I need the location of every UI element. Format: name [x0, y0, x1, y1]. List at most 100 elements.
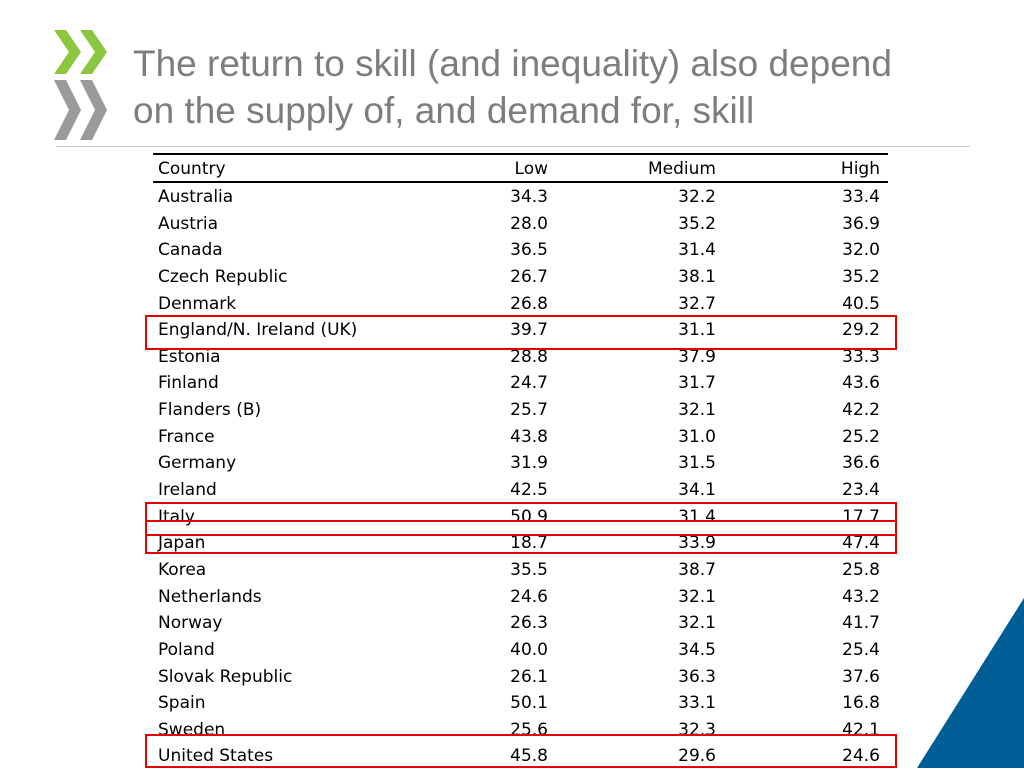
high-cell: 36.6 — [842, 453, 880, 474]
medium-cell: 33.1 — [678, 693, 716, 714]
table-row: Germany 31.9 31.5 36.6 — [153, 449, 888, 476]
low-cell: 42.5 — [510, 480, 548, 501]
highlight-box-united-states — [145, 734, 897, 768]
low-cell: 24.6 — [510, 586, 548, 607]
table-row: France 43.8 31.0 25.2 — [153, 423, 888, 450]
high-cell: 47.4 — [842, 533, 880, 554]
high-cell: 33.3 — [842, 346, 880, 367]
country-cell: Denmark — [158, 293, 237, 314]
highlight-box-england — [145, 315, 897, 350]
country-cell: Germany — [158, 453, 237, 474]
low-cell: 26.3 — [510, 613, 548, 634]
medium-cell: 31.7 — [678, 373, 716, 394]
high-cell: 23.4 — [842, 480, 880, 501]
country-cell: Netherlands — [158, 586, 262, 607]
country-cell: Norway — [158, 613, 223, 634]
table-body: Australia 34.3 32.2 33.4 Austria 28.0 35.2 36.9… — [153, 183, 888, 769]
table-row: England/N. Ireland (UK) 39.7 31.1 29.2 — [153, 316, 888, 343]
highlight-box-italy — [145, 502, 897, 536]
low-cell: 31.9 — [510, 453, 548, 474]
slide-title: The return to skill (and inequality) als… — [133, 40, 993, 134]
low-cell: 24.7 — [510, 373, 548, 394]
slide-title-line-1: The return to skill (and inequality) als… — [133, 43, 892, 84]
high-cell: 40.5 — [842, 293, 880, 314]
header-medium: Medium — [648, 159, 716, 179]
medium-cell: 29.6 — [678, 746, 716, 767]
table-row: United States 45.8 29.6 24.6 — [153, 742, 888, 769]
high-cell: 43.2 — [842, 586, 880, 607]
table-header-row: Country Low Medium High — [153, 155, 888, 183]
low-cell: 28.0 — [510, 213, 548, 234]
country-cell: Flanders (B) — [158, 400, 262, 421]
medium-cell: 32.1 — [678, 613, 716, 634]
high-cell: 16.8 — [842, 693, 880, 714]
low-cell: 25.7 — [510, 400, 548, 421]
high-cell: 29.2 — [842, 320, 880, 341]
table-row: Flanders (B) 25.7 32.1 42.2 — [153, 396, 888, 423]
country-cell: Canada — [158, 240, 223, 261]
country-cell: Korea — [158, 559, 207, 580]
high-cell: 32.0 — [842, 240, 880, 261]
country-cell: Poland — [158, 639, 215, 660]
low-cell: 28.8 — [510, 346, 548, 367]
country-cell: United States — [158, 746, 274, 767]
table-row: Ireland 42.5 34.1 23.4 — [153, 476, 888, 503]
table-row: Norway 26.3 32.1 41.7 — [153, 609, 888, 636]
country-cell: France — [158, 426, 215, 447]
low-cell: 35.5 — [510, 559, 548, 580]
low-cell: 36.5 — [510, 240, 548, 261]
medium-cell: 32.1 — [678, 400, 716, 421]
header-country: Country — [158, 159, 226, 179]
high-cell: 36.9 — [842, 213, 880, 234]
low-cell: 50.1 — [510, 693, 548, 714]
high-cell: 25.8 — [842, 559, 880, 580]
table-row: Japan 18.7 33.9 47.4 — [153, 529, 888, 556]
country-cell: Australia — [158, 187, 234, 207]
slide-title-line-2: on the supply of, and demand for, skill — [133, 90, 755, 131]
medium-cell: 37.9 — [678, 346, 716, 367]
medium-cell: 38.1 — [678, 266, 716, 287]
table-row: Australia 34.3 32.2 33.4 — [153, 183, 888, 210]
high-cell: 24.6 — [842, 746, 880, 767]
table-row: Spain 50.1 33.1 16.8 — [153, 689, 888, 716]
medium-cell: 32.1 — [678, 586, 716, 607]
medium-cell: 35.2 — [678, 213, 716, 234]
table-row: Austria 28.0 35.2 36.9 — [153, 210, 888, 237]
medium-cell: 32.2 — [678, 187, 716, 207]
country-cell: Japan — [158, 533, 206, 554]
oecd-chevron-logo-icon — [54, 30, 107, 140]
table-row: Netherlands 24.6 32.1 43.2 — [153, 583, 888, 610]
country-cell: Czech Republic — [158, 266, 288, 287]
title-divider — [56, 146, 970, 147]
high-cell: 25.2 — [842, 426, 880, 447]
medium-cell: 34.1 — [678, 480, 716, 501]
medium-cell: 36.3 — [678, 666, 716, 687]
table-row: Finland 24.7 31.7 43.6 — [153, 369, 888, 396]
high-cell: 25.4 — [842, 639, 880, 660]
table-row: Slovak Republic 26.1 36.3 37.6 — [153, 663, 888, 690]
low-cell: 26.8 — [510, 293, 548, 314]
skill-distribution-table: Country Low Medium High Australia 34.3 32.… — [153, 153, 888, 769]
table-row: Estonia 28.8 37.9 33.3 — [153, 343, 888, 370]
low-cell: 26.7 — [510, 266, 548, 287]
country-cell: Slovak Republic — [158, 666, 293, 687]
medium-cell: 31.0 — [678, 426, 716, 447]
low-cell: 34.3 — [510, 187, 548, 207]
country-cell: Spain — [158, 693, 206, 714]
medium-cell: 31.5 — [678, 453, 716, 474]
high-cell: 43.6 — [842, 373, 880, 394]
table-row: Poland 40.0 34.5 25.4 — [153, 636, 888, 663]
low-cell: 26.1 — [510, 666, 548, 687]
country-cell: Estonia — [158, 346, 221, 367]
high-cell: 42.2 — [842, 400, 880, 421]
high-cell: 35.2 — [842, 266, 880, 287]
country-cell: Finland — [158, 373, 219, 394]
country-cell: Ireland — [158, 480, 217, 501]
low-cell: 40.0 — [510, 639, 548, 660]
table-row: Korea 35.5 38.7 25.8 — [153, 556, 888, 583]
high-cell: 33.4 — [842, 187, 880, 207]
low-cell: 43.8 — [510, 426, 548, 447]
table-row: Denmark 26.8 32.7 40.5 — [153, 290, 888, 317]
country-cell: England/N. Ireland (UK) — [158, 320, 358, 341]
low-cell: 18.7 — [510, 533, 548, 554]
